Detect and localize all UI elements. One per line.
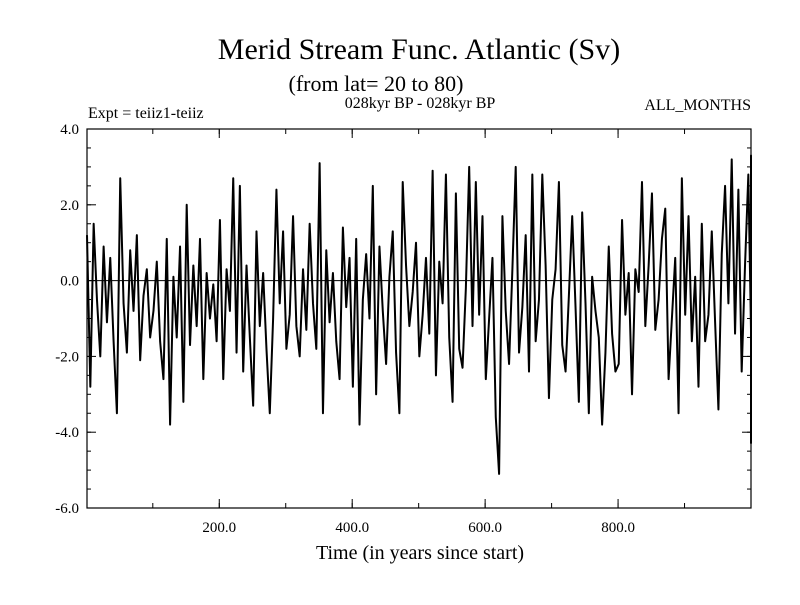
y-tick-label: 4.0: [60, 122, 79, 138]
x-tick-label: 400.0: [335, 520, 369, 536]
y-tick-label: -2.0: [55, 349, 79, 365]
y-tick-label: -4.0: [55, 425, 79, 441]
x-tick-label: 200.0: [202, 520, 236, 536]
y-tick-label: -6.0: [55, 501, 79, 517]
y-tick-label: 0.0: [60, 274, 79, 290]
chart-subtitle: (from lat= 20 to 80): [289, 71, 464, 96]
x-axis-label: Time (in years since start): [316, 542, 524, 564]
plot-area: -6.0 -4.0 -2.0 0.0 2.0 4.0 200.0 400.0 600.0 800.…: [55, 122, 752, 536]
x-tick-label: 800.0: [601, 520, 635, 536]
experiment-label: Expt = teiiz1-teiiz: [88, 105, 204, 122]
months-label: ALL_MONTHS: [644, 97, 751, 114]
series-line-1: [86, 154, 752, 475]
y-tick-label: 2.0: [60, 198, 79, 214]
chart-title: Merid Stream Func. Atlantic (Sv): [218, 33, 620, 66]
x-tick-label: 600.0: [468, 520, 502, 536]
period-label: 028kyr BP - 028kyr BP: [345, 95, 496, 112]
